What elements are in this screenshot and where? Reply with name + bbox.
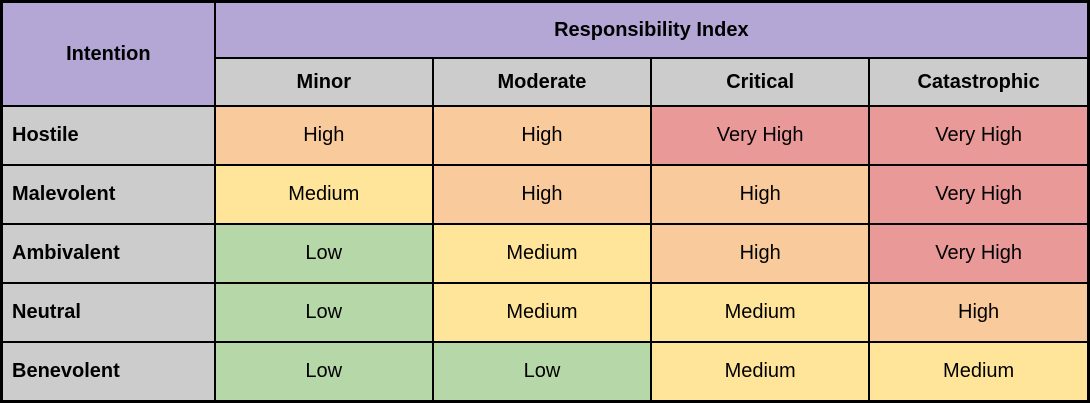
risk-cell: Medium <box>431 282 653 344</box>
risk-cell: Low <box>213 341 434 403</box>
intention-header: Intention <box>0 0 216 108</box>
responsibility-index-header: Responsibility Index <box>213 0 1090 60</box>
risk-cell: High <box>650 164 871 226</box>
risk-cell: Low <box>213 223 434 285</box>
group-header-row: Intention Responsibility Index <box>0 0 1090 108</box>
row-label-malevolent: Malevolent <box>0 164 216 226</box>
table-row-neutral: Neutral Low Medium Medium High <box>0 282 1090 344</box>
risk-cell: High <box>650 223 871 285</box>
column-header-catastrophic: Catastrophic <box>868 57 1090 108</box>
row-label-hostile: Hostile <box>0 105 216 167</box>
risk-cell: Medium <box>431 223 653 285</box>
risk-cell: Very High <box>868 164 1090 226</box>
table-row-ambivalent: Ambivalent Low Medium High Very High <box>0 223 1090 285</box>
column-header-minor: Minor <box>213 57 434 108</box>
risk-cell: Very High <box>868 105 1090 167</box>
risk-cell: Medium <box>650 341 871 403</box>
risk-cell: High <box>431 164 653 226</box>
row-label-neutral: Neutral <box>0 282 216 344</box>
risk-cell: Low <box>431 341 653 403</box>
risk-cell: Medium <box>650 282 871 344</box>
column-header-critical: Critical <box>650 57 871 108</box>
column-header-row: Minor Moderate Critical Catastrophic <box>2 57 1090 108</box>
risk-cell: Low <box>213 282 434 344</box>
table-row-hostile: Hostile High High Very High Very High <box>0 105 1090 167</box>
row-label-ambivalent: Ambivalent <box>0 223 216 285</box>
column-header-moderate: Moderate <box>431 57 653 108</box>
risk-cell: Medium <box>213 164 434 226</box>
row-label-benevolent: Benevolent <box>0 341 216 403</box>
risk-cell: Very High <box>650 105 871 167</box>
risk-cell: High <box>868 282 1090 344</box>
risk-cell: Very High <box>868 223 1090 285</box>
table-row-benevolent: Benevolent Low Low Medium Medium <box>0 341 1090 403</box>
table-row-malevolent: Malevolent Medium High High Very High <box>0 164 1090 226</box>
risk-cell: High <box>431 105 653 167</box>
risk-cell: Medium <box>868 341 1090 403</box>
risk-cell: High <box>213 105 434 167</box>
